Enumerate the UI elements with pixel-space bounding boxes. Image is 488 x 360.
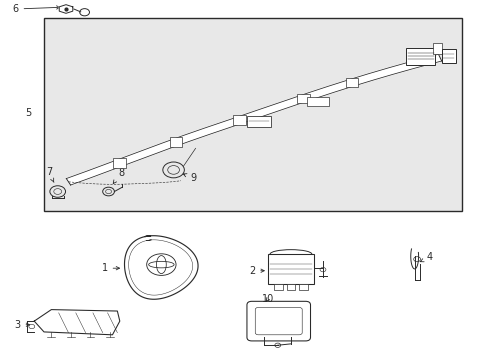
Polygon shape [59,5,73,13]
Polygon shape [66,54,441,185]
FancyBboxPatch shape [255,307,302,335]
Bar [345,78,358,87]
Bar [286,284,295,290]
Bar [44,18,461,211]
Bar [299,284,307,290]
Bar [405,48,434,65]
Bar [432,43,441,54]
Text: 6: 6 [12,4,60,14]
Bar [273,284,282,290]
Text: 8: 8 [113,168,124,184]
Text: 5: 5 [25,108,31,118]
Bar [306,97,328,106]
Polygon shape [34,310,120,335]
Bar [113,158,126,168]
Bar [169,138,182,147]
Text: 2: 2 [248,266,264,276]
Text: 10: 10 [261,294,274,304]
Bar [441,49,455,63]
FancyBboxPatch shape [246,301,310,341]
Text: 4: 4 [420,252,432,262]
Text: 9: 9 [183,173,196,183]
Text: 7: 7 [46,167,54,183]
Text: 1: 1 [101,263,119,273]
Polygon shape [124,236,198,299]
Bar [267,254,313,284]
Bar [296,94,309,103]
Bar [246,116,271,127]
Text: 3: 3 [14,320,29,330]
Bar [233,116,245,125]
